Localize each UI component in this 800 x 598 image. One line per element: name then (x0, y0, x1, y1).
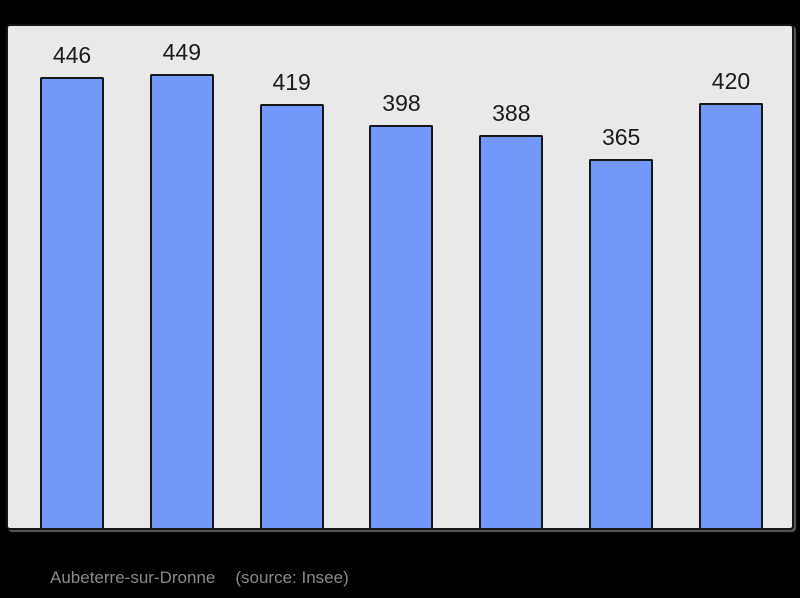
bar-series: 446 449 419 398 388 365 420 (8, 26, 792, 528)
caption-source-note: (source: Insee) (235, 568, 349, 587)
bar (479, 135, 544, 528)
bar-group: 449 (149, 39, 214, 528)
bar-value-label: 449 (162, 39, 202, 65)
bar (149, 74, 214, 528)
bar-value-label: 365 (601, 124, 641, 150)
bar-value-label: 419 (272, 69, 311, 95)
bar-group: 446 (40, 44, 104, 528)
bar-value-label: 420 (711, 68, 751, 94)
caption-commune-name: Aubeterre-sur-Dronne (50, 568, 216, 587)
bar-value-label: 398 (382, 90, 421, 116)
bar-value-label: 388 (492, 100, 531, 126)
bar-group: 388 (479, 100, 544, 528)
bar (369, 125, 434, 528)
bar-value-label: 446 (52, 42, 92, 68)
bar-group: 419 (259, 69, 324, 528)
bar (259, 104, 324, 528)
bar (698, 103, 763, 528)
bar-group: 365 (589, 124, 654, 528)
bar-group: 420 (698, 68, 763, 528)
bar (40, 77, 104, 528)
plot-area: 446 449 419 398 388 365 420 (6, 24, 794, 530)
bar-group: 398 (369, 90, 434, 528)
chart-caption: Aubeterre-sur-Dronne (source: Insee) (50, 568, 349, 588)
bar (589, 159, 654, 528)
